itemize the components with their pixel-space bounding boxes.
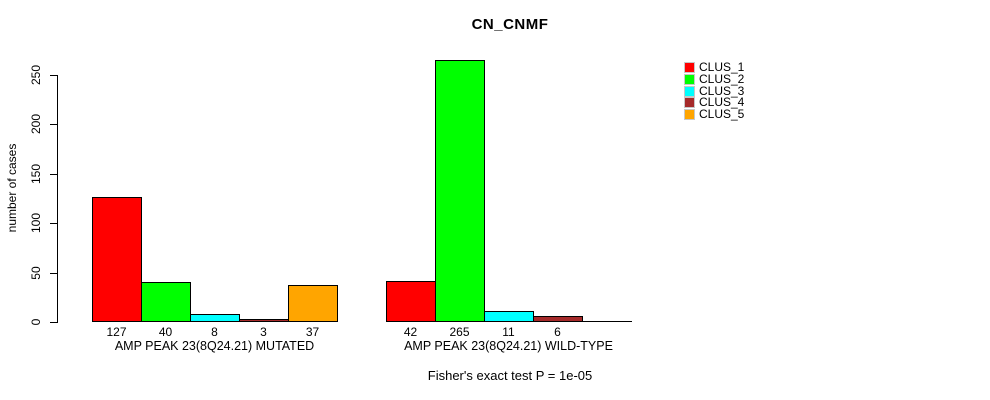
bar-count-label: 265 — [449, 325, 470, 339]
y-tick-label: 0 — [29, 318, 43, 326]
legend-item: CLUS_4 — [684, 95, 745, 110]
bar — [288, 285, 338, 322]
bar — [239, 319, 289, 322]
x-group-label: AMP PEAK 23(8Q24.21) MUTATED — [114, 339, 315, 353]
legend-item-label: CLUS_4 — [699, 95, 745, 110]
legend-item-label: CLUS_3 — [699, 83, 745, 98]
bar-count-label: 8 — [211, 325, 218, 339]
y-tick-mark — [50, 174, 57, 175]
legend-color-swatch — [684, 109, 695, 121]
y-tick-mark — [50, 223, 57, 224]
bar-count-label: 11 — [502, 325, 515, 339]
y-tick-mark — [50, 124, 57, 125]
bar — [435, 60, 485, 322]
y-tick-label: 50 — [29, 266, 43, 280]
zero-height-bar — [582, 321, 632, 322]
bar — [484, 311, 534, 322]
legend-item-label: CLUS_5 — [699, 107, 745, 122]
y-tick-label: 150 — [29, 163, 43, 185]
y-tick-label: 100 — [29, 212, 43, 234]
legend-color-swatch — [684, 62, 695, 74]
y-tick-mark — [50, 75, 57, 76]
bar — [386, 281, 436, 322]
y-axis-label: number of cases — [5, 143, 19, 233]
bar-count-label: 3 — [260, 325, 267, 339]
legend-color-swatch — [684, 74, 695, 86]
y-tick-label: 200 — [29, 113, 43, 135]
legend-item-label: CLUS_1 — [699, 60, 745, 75]
legend-color-swatch — [684, 85, 695, 97]
chart-title: CN_CNMF — [471, 16, 549, 33]
bar-count-label: 6 — [554, 325, 561, 339]
legend-item: CLUS_3 — [684, 85, 744, 97]
legend: CLUS_1 CLUS_2 CLUS_3 CLUS_4 CLUS_5 — [684, 60, 745, 122]
bar-count-label: 37 — [305, 325, 320, 339]
bar — [190, 314, 240, 322]
x-group-label: AMP PEAK 23(8Q24.21) WILD-TYPE — [404, 339, 613, 353]
bar — [141, 282, 191, 322]
legend-item-label: CLUS_2 — [699, 72, 745, 87]
bar-count-label: 42 — [403, 325, 418, 339]
bar-count-label: 40 — [158, 325, 173, 339]
y-axis-line — [57, 75, 58, 323]
legend-item: CLUS_5 — [684, 107, 745, 122]
y-tick-mark — [50, 322, 57, 323]
bar — [533, 316, 583, 322]
legend-item: CLUS_2 — [684, 72, 745, 87]
y-tick-label: 250 — [29, 64, 43, 86]
footnote-text: Fisher's exact test P = 1e-05 — [427, 368, 593, 383]
bar-count-label: 127 — [106, 325, 127, 339]
y-tick-mark — [50, 273, 57, 274]
legend-item: CLUS_1 — [684, 60, 745, 75]
bar — [92, 197, 142, 322]
legend-color-swatch — [684, 97, 695, 109]
